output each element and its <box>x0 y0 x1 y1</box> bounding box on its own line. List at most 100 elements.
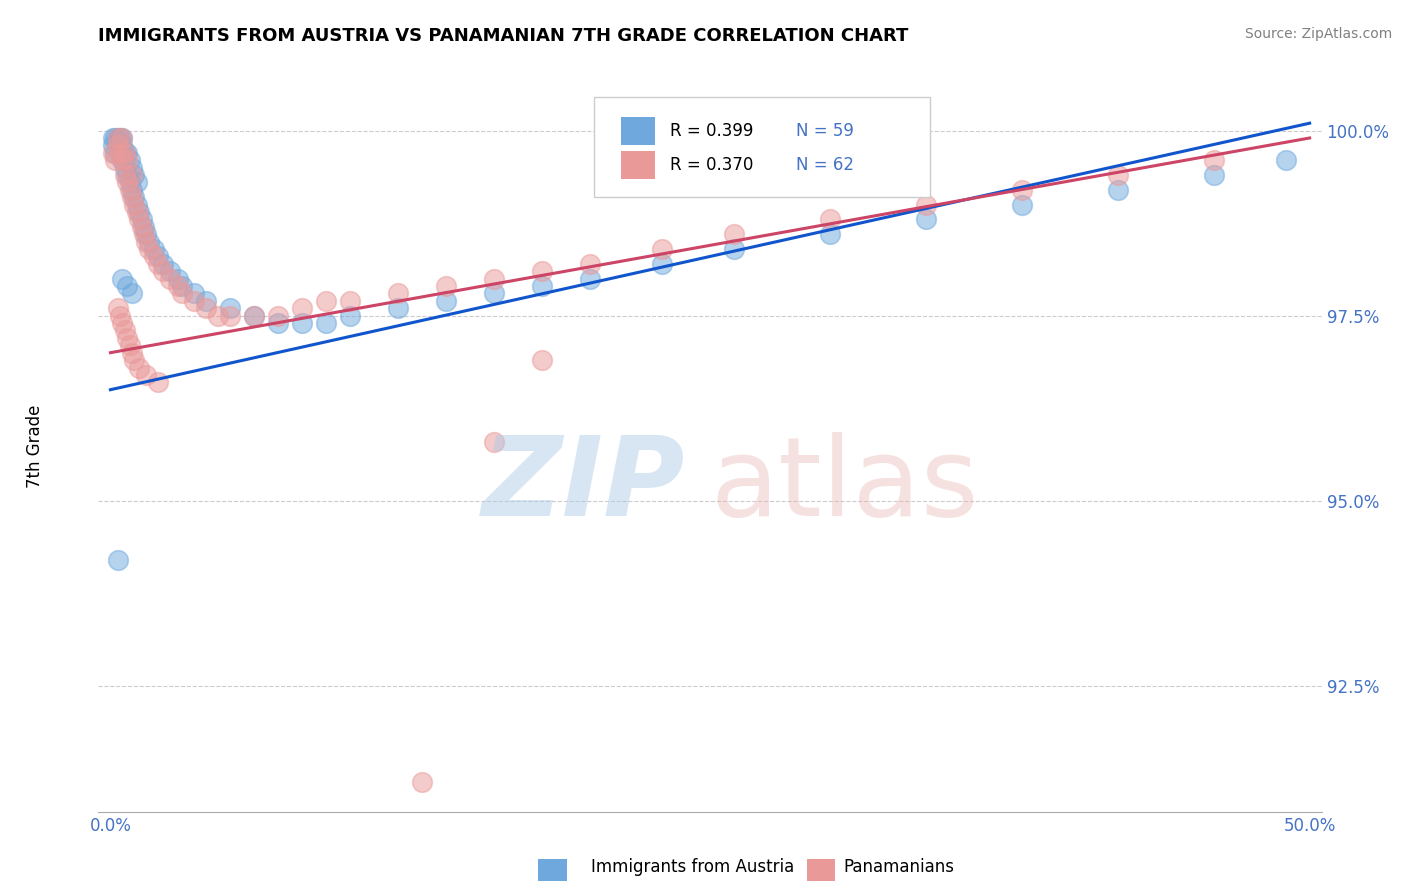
Point <box>125 197 148 211</box>
Point <box>108 145 131 160</box>
Point <box>124 353 146 368</box>
Point <box>651 242 673 256</box>
Point <box>128 205 150 219</box>
Point <box>115 176 138 190</box>
Point <box>114 161 136 175</box>
Point <box>111 131 134 145</box>
Point <box>315 293 337 308</box>
Point <box>148 376 170 390</box>
Point <box>115 331 138 345</box>
Point <box>128 212 150 227</box>
Point <box>131 219 153 234</box>
Point <box>1107 183 1129 197</box>
Point <box>267 316 290 330</box>
Point <box>132 219 155 234</box>
Point <box>107 553 129 567</box>
Point <box>219 301 242 316</box>
Text: N = 59: N = 59 <box>796 121 853 139</box>
Point <box>118 153 141 168</box>
Text: Panamanians: Panamanians <box>844 858 955 876</box>
Point <box>108 145 131 160</box>
Point <box>114 145 136 160</box>
Point <box>339 293 361 308</box>
Point <box>131 212 153 227</box>
Point <box>172 279 194 293</box>
Point <box>142 250 165 264</box>
Point <box>128 360 150 375</box>
Point <box>195 301 218 316</box>
Point <box>107 138 129 153</box>
Point <box>915 197 938 211</box>
Point <box>387 286 409 301</box>
Point <box>107 131 129 145</box>
Point <box>159 264 181 278</box>
Point <box>579 271 602 285</box>
FancyBboxPatch shape <box>593 97 931 197</box>
Point <box>1011 197 1033 211</box>
Point <box>531 264 554 278</box>
Point <box>111 153 134 168</box>
Point <box>101 131 124 145</box>
Point <box>219 309 242 323</box>
Point <box>159 271 181 285</box>
Point <box>114 145 136 160</box>
Point <box>138 242 160 256</box>
Point <box>115 145 138 160</box>
Point <box>1202 168 1225 182</box>
Point <box>107 138 129 153</box>
Text: Source: ZipAtlas.com: Source: ZipAtlas.com <box>1244 27 1392 41</box>
Point <box>121 161 143 175</box>
Point <box>579 257 602 271</box>
Point <box>651 257 673 271</box>
Point <box>243 309 266 323</box>
Point <box>132 227 155 242</box>
Bar <box>620 117 655 145</box>
Point <box>138 235 160 249</box>
Point <box>723 242 745 256</box>
Point <box>111 271 134 285</box>
Point <box>104 145 127 160</box>
Point <box>915 212 938 227</box>
Point <box>166 279 188 293</box>
Text: R = 0.370: R = 0.370 <box>669 156 754 174</box>
Point <box>115 153 138 168</box>
Point <box>291 316 314 330</box>
Point <box>114 324 136 338</box>
Point <box>148 250 170 264</box>
Point <box>107 301 129 316</box>
Point <box>1274 153 1296 168</box>
Point <box>115 279 138 293</box>
Point <box>108 131 131 145</box>
Point <box>121 345 143 359</box>
Point <box>108 309 131 323</box>
Point <box>104 131 127 145</box>
Point <box>121 183 143 197</box>
Point <box>121 168 143 182</box>
Point <box>723 227 745 242</box>
Point <box>166 271 188 285</box>
Point <box>101 145 124 160</box>
Point <box>121 286 143 301</box>
Bar <box>807 859 835 881</box>
Point <box>121 190 143 204</box>
Point <box>124 168 146 182</box>
Point <box>482 434 505 449</box>
Point <box>111 131 134 145</box>
Point <box>531 279 554 293</box>
Point <box>172 286 194 301</box>
Point <box>1011 183 1033 197</box>
Point <box>115 168 138 182</box>
Point <box>267 309 290 323</box>
Point <box>482 286 505 301</box>
Point <box>152 264 174 278</box>
Point <box>124 190 146 204</box>
Point <box>482 271 505 285</box>
Text: atlas: atlas <box>710 433 979 540</box>
Text: ZIP: ZIP <box>482 433 686 540</box>
Point <box>135 227 157 242</box>
Point <box>111 138 134 153</box>
Text: R = 0.399: R = 0.399 <box>669 121 754 139</box>
Point <box>135 235 157 249</box>
Point <box>434 293 457 308</box>
Point <box>195 293 218 308</box>
